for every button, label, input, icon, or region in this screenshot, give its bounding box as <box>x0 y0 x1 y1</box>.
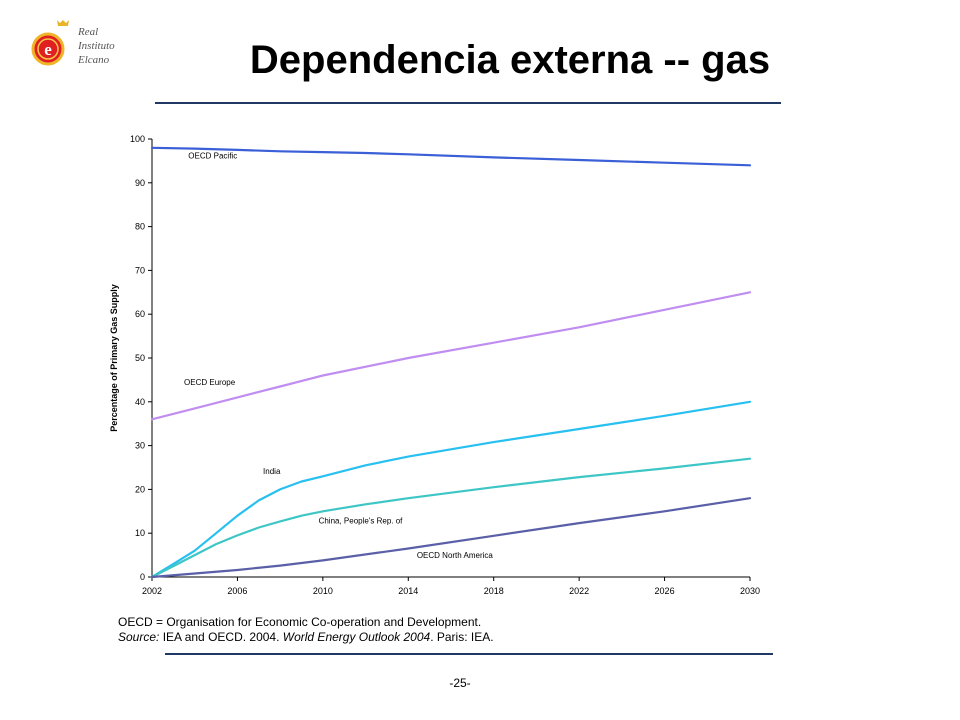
y-axis-label: Percentage of Primary Gas Supply <box>109 284 119 432</box>
title-divider <box>155 102 781 104</box>
logo-line-real: Real <box>78 26 99 38</box>
series-line-oecd-north-america <box>150 497 752 579</box>
y-tick-label: 80 <box>135 222 145 232</box>
y-tick-label: 100 <box>130 134 145 144</box>
series-label: OECD Pacific <box>188 152 237 161</box>
x-tick-label: 2018 <box>484 586 504 596</box>
source-text-b: . Paris: IEA. <box>430 630 494 644</box>
logo-line-elcano: Elcano <box>78 54 110 66</box>
source-text-a: IEA and OECD. 2004. <box>159 630 283 644</box>
y-tick-label: 30 <box>135 441 145 451</box>
series-label: India <box>263 467 281 476</box>
y-tick-label: 0 <box>140 572 145 582</box>
source-label: Source: <box>118 630 160 644</box>
series-line-oecd-pacific <box>150 146 752 167</box>
series-label: China, People's Rep. of <box>319 517 404 526</box>
y-tick-label: 90 <box>135 178 145 188</box>
series-label: OECD Europe <box>184 378 236 387</box>
logo-line-instituto: Instituto <box>78 40 115 52</box>
series-line-oecd-europe <box>150 291 752 421</box>
x-tick-label: 2010 <box>313 586 333 596</box>
page-number: -25- <box>449 676 471 690</box>
footer-divider <box>165 653 773 655</box>
real-instituto-elcano-logo: e Real Instituto Elcano <box>30 16 170 86</box>
y-tick-label: 10 <box>135 528 145 538</box>
x-tick-label: 2006 <box>227 586 247 596</box>
y-tick-label: 50 <box>135 353 145 363</box>
x-tick-label: 2026 <box>655 586 675 596</box>
svg-text:e: e <box>44 40 52 59</box>
logo-emblem-icon: e <box>31 20 69 66</box>
series-line-china-people-s-rep-of <box>150 457 752 579</box>
x-tick-label: 2022 <box>569 586 589 596</box>
x-tick-label: 2030 <box>740 586 760 596</box>
source-title: World Energy Outlook 2004 <box>282 630 431 644</box>
oecd-definition-note: OECD = Organisation for Economic Co-oper… <box>118 615 482 629</box>
y-tick-label: 20 <box>135 484 145 494</box>
y-tick-label: 40 <box>135 397 145 407</box>
x-tick-label: 2002 <box>142 586 162 596</box>
slide-title: Dependencia externa -- gas <box>249 38 771 82</box>
y-tick-label: 60 <box>135 309 145 319</box>
series-label: OECD North America <box>417 551 494 560</box>
y-tick-label: 70 <box>135 265 145 275</box>
source-note: Source: IEA and OECD. 2004. World Energy… <box>118 630 494 644</box>
x-tick-label: 2014 <box>398 586 418 596</box>
series-line-india <box>150 400 752 579</box>
